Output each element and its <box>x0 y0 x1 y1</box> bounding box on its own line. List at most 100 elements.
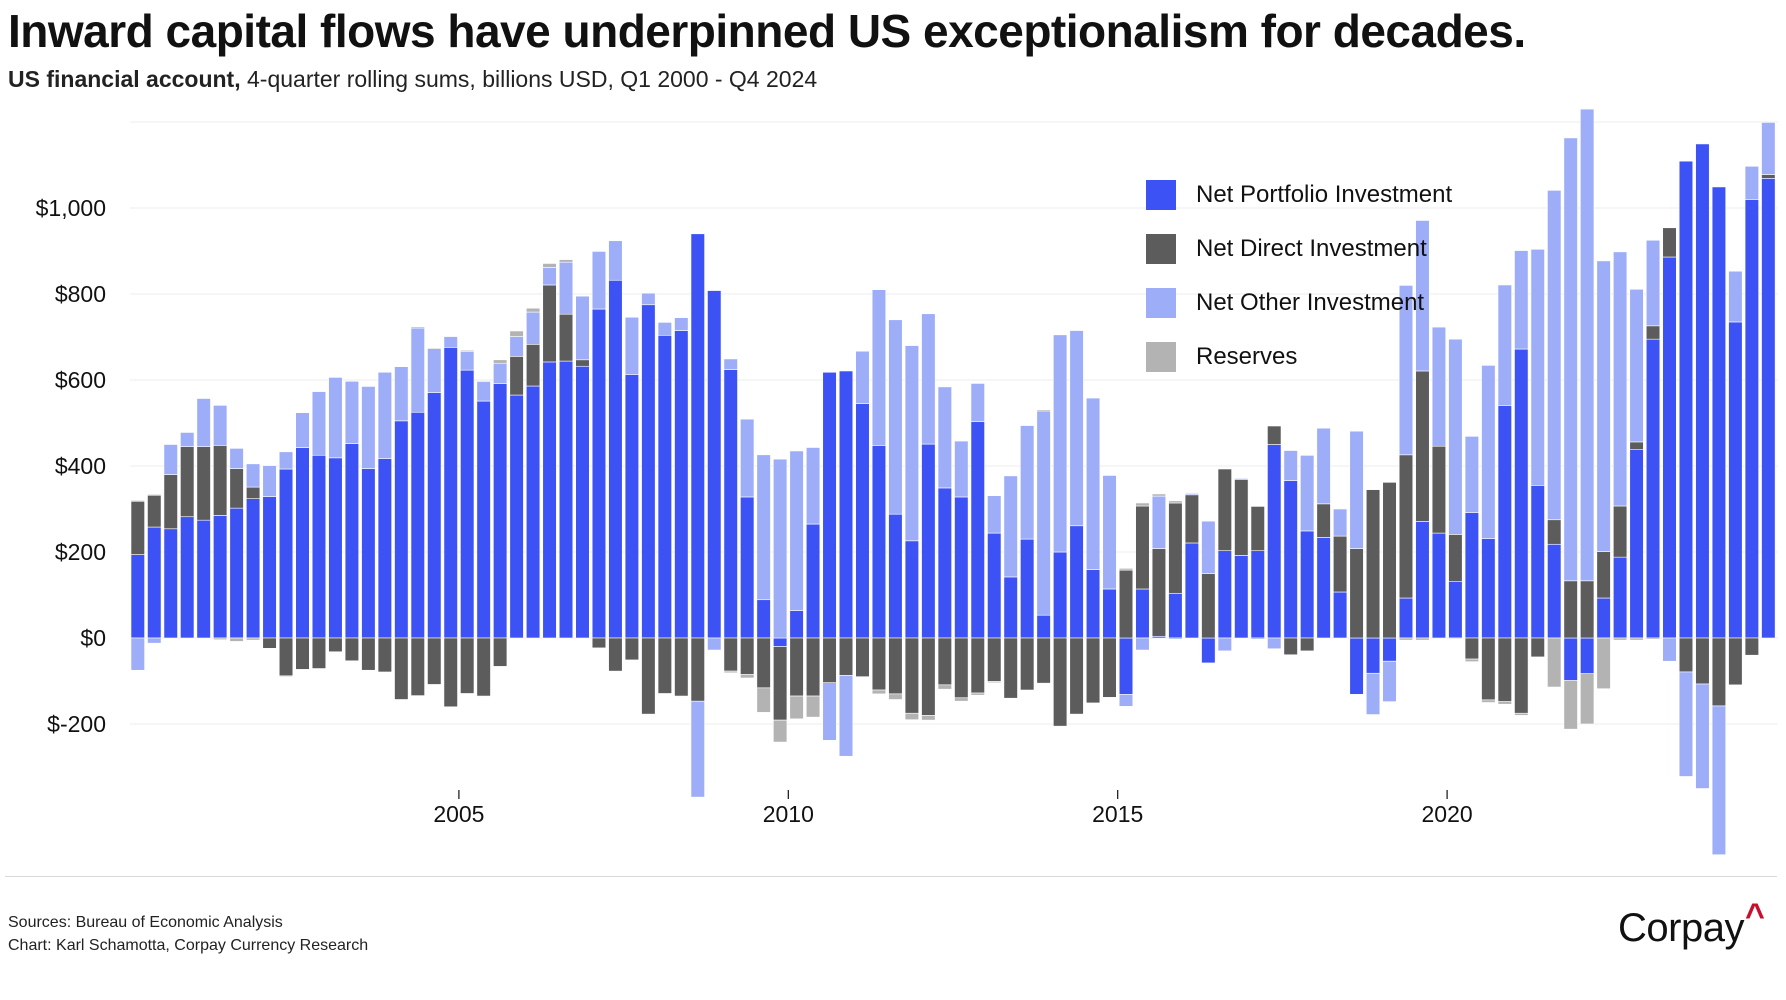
bar-segment-reserves <box>1596 637 1611 690</box>
bar-segment-direct <box>1563 580 1578 639</box>
legend-item-portfolio: Net Portfolio Investment <box>1146 168 1452 222</box>
legend-item-direct: Net Direct Investment <box>1146 222 1452 276</box>
bar-segment-reserves <box>954 697 969 702</box>
bar-segment-portfolio <box>361 468 376 639</box>
logo-text: Corpay <box>1618 906 1744 950</box>
bar-segment-other <box>1151 495 1167 549</box>
chart-subtitle: US financial account, 4-quarter rolling … <box>8 66 817 93</box>
bar-segment-other <box>1728 270 1743 323</box>
bar-segment-direct <box>1662 227 1677 258</box>
bar-segment-direct <box>1497 637 1512 702</box>
bar-segment-direct <box>1695 637 1710 685</box>
bar-segment-direct <box>245 486 261 499</box>
bar-segment-direct <box>970 637 985 694</box>
bar-segment-direct <box>262 637 277 649</box>
bar-segment-portfolio <box>1184 542 1199 639</box>
bar-segment-portfolio <box>1300 530 1315 639</box>
bar-segment-reserves <box>723 670 738 674</box>
bar-segment-other <box>756 454 771 601</box>
y-axis: $-200 $0 $200 $400 $600 $800 $1,000 <box>36 195 106 737</box>
y-tick-label: $0 <box>80 625 106 651</box>
bar-segment-portfolio <box>1711 186 1727 639</box>
bar-segment-direct <box>1300 637 1315 652</box>
bar-segment-other <box>377 371 392 459</box>
bar-segment-direct <box>1365 489 1381 639</box>
bar-segment-portfolio <box>1744 199 1759 639</box>
bar-segment-other <box>723 358 738 370</box>
bar-segment-portfolio <box>1547 543 1562 639</box>
bar-segment-reserves <box>493 359 508 364</box>
footer: Sources: Bureau of Economic Analysis Cha… <box>8 911 368 957</box>
bar-segment-reserves <box>1613 637 1628 641</box>
y-tick-label: $-200 <box>47 711 106 737</box>
bar-segment-portfolio <box>674 330 689 639</box>
bar-segment-other <box>344 380 360 444</box>
bar-segment-other <box>1382 660 1397 702</box>
bar-segment-direct <box>1217 468 1232 552</box>
bar-segment-portfolio <box>657 334 672 639</box>
bar-segment-reserves <box>213 637 228 641</box>
bar-segment-direct <box>855 637 870 678</box>
bar-segment-direct <box>427 637 442 685</box>
bar-segment-portfolio <box>1085 569 1101 639</box>
bar-segment-other <box>1744 165 1759 200</box>
bar-segment-direct <box>1613 505 1628 558</box>
bar-segment-other <box>229 448 244 469</box>
bar-segment-reserves <box>410 326 425 329</box>
bar-segment-reserves <box>229 637 244 642</box>
bar-segment-other <box>1497 284 1512 406</box>
bar-segment-direct <box>838 637 854 676</box>
y-tick-label: $800 <box>55 281 106 307</box>
bar-segment-portfolio <box>1596 597 1611 639</box>
legend-item-reserves: Reserves <box>1146 330 1452 384</box>
bar-segment-other <box>1201 520 1216 574</box>
bar-segment-direct <box>1728 637 1743 686</box>
bar-segment-direct <box>1053 637 1068 727</box>
bar-segment-direct <box>575 359 590 367</box>
bar-segment-other <box>1481 365 1496 539</box>
bar-segment-other <box>1365 672 1381 715</box>
bar-segment-other <box>888 319 903 515</box>
sources-note: Sources: Bureau of Economic Analysis <box>8 914 283 931</box>
bar-segment-reserves <box>1201 520 1216 522</box>
bar-segment-direct <box>740 637 755 675</box>
bar-segment-other <box>460 351 475 371</box>
bar-segment-portfolio <box>1053 551 1068 639</box>
bar-segment-portfolio <box>1464 512 1479 639</box>
bar-segment-other <box>1069 330 1084 527</box>
y-tick-label: $600 <box>55 367 106 393</box>
bar-segment-direct <box>229 468 244 509</box>
bar-segment-direct <box>1431 445 1447 534</box>
bar-segment-other <box>690 700 705 798</box>
bar-segment-portfolio <box>460 369 475 639</box>
logo-caret-icon: ^ <box>1744 897 1765 935</box>
bar-segment-other <box>1711 705 1727 856</box>
bar-segment-direct <box>410 637 425 696</box>
bar-segment-portfolio <box>1613 556 1628 639</box>
bar-segment-reserves <box>1036 409 1051 412</box>
bar-segment-portfolio <box>558 360 574 639</box>
bar-segment-direct <box>987 637 1002 682</box>
bar-segment-portfolio <box>1234 555 1249 639</box>
bar-segment-direct <box>525 344 541 387</box>
bar-segment-portfolio <box>756 599 771 639</box>
bar-segment-reserves <box>805 695 821 718</box>
bar-segment-portfolio <box>542 361 557 639</box>
bar-segment-other <box>1398 285 1414 456</box>
bar-segment-reserves <box>1580 673 1595 725</box>
bar-segment-reserves <box>888 693 903 700</box>
bar-segment-portfolio <box>410 411 425 639</box>
bars <box>130 108 1776 856</box>
bar-segment-direct <box>641 637 656 715</box>
legend: Net Portfolio Investment Net Direct Inve… <box>1146 168 1452 384</box>
bar-segment-direct <box>1201 573 1216 639</box>
bar-segment-direct <box>1678 637 1694 673</box>
x-tick-label: 2015 <box>1092 801 1143 827</box>
bar-segment-direct <box>1168 502 1183 594</box>
bar-segment-direct <box>921 637 936 716</box>
bar-segment-direct <box>1464 637 1479 660</box>
bar-segment-direct <box>344 637 360 662</box>
bar-segment-portfolio <box>1678 160 1694 639</box>
bar-segment-reserves <box>740 674 755 679</box>
bar-segment-reserves <box>1184 492 1199 494</box>
